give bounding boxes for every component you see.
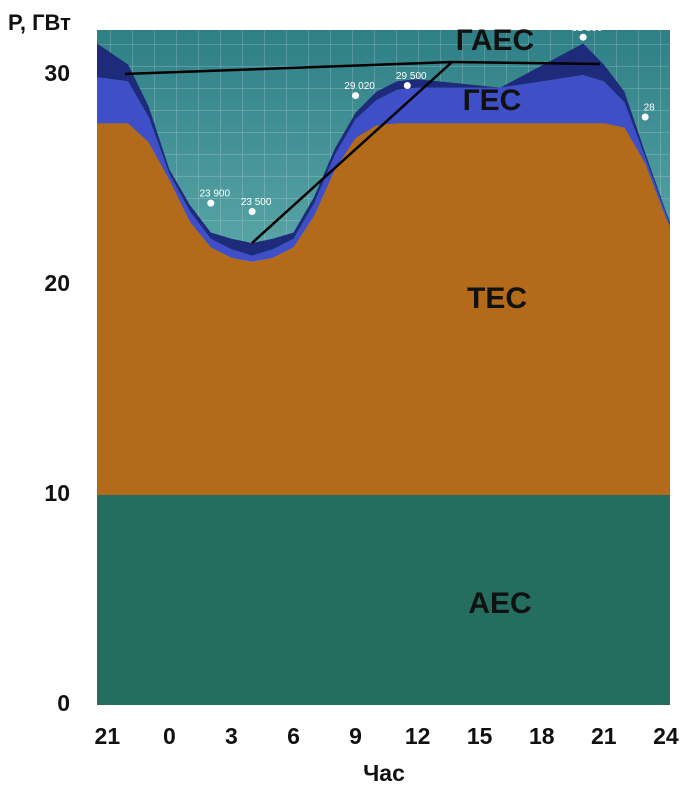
point-marker: [207, 199, 215, 207]
point-marker: [403, 82, 411, 89]
x-tick-label: 15: [467, 723, 493, 749]
y-tick-label: 30: [44, 60, 70, 86]
x-tick-label: 9: [349, 723, 362, 749]
point-marker: [641, 113, 649, 121]
x-tick-label: 3: [225, 723, 238, 749]
x-tick-label: 0: [163, 723, 176, 749]
x-axis-label: Час: [363, 760, 405, 786]
annotation-lines: [124, 60, 601, 244]
area-2: [97, 75, 670, 262]
series-label: АЕС: [468, 587, 531, 620]
y-tick-label: 20: [44, 270, 70, 296]
point-label: 28: [644, 103, 656, 114]
y-tick-label: 0: [57, 690, 70, 716]
point-marker: [579, 33, 587, 41]
point-label: 23 500: [241, 197, 272, 208]
point-marker: [248, 208, 256, 215]
pointer-line: [451, 60, 601, 66]
point-label: 29 020: [344, 81, 375, 92]
y-axis-label: P, ГВт: [8, 10, 71, 35]
point-label: 29 500: [396, 71, 427, 82]
pointer-line: [251, 61, 453, 244]
x-tick-label: 6: [287, 723, 300, 749]
point-label: 31 800: [572, 23, 603, 34]
area-1: [97, 123, 670, 496]
x-tick-label: 24: [653, 723, 679, 749]
x-tick-label: 18: [529, 723, 555, 749]
x-tick-label: 21: [95, 723, 121, 749]
y-tick-label: 10: [44, 480, 70, 506]
series-label: ГЕС: [463, 84, 522, 117]
plot-area: [97, 43, 670, 705]
area-0: [97, 495, 670, 705]
point-marker: [352, 92, 360, 100]
pointer-line: [124, 60, 453, 76]
x-tick-label: 12: [405, 723, 431, 749]
series-label: ГАЕС: [456, 24, 534, 57]
series-label: ТЕС: [467, 282, 527, 315]
x-tick-label: 21: [591, 723, 617, 749]
point-label: 23 900: [199, 189, 230, 200]
